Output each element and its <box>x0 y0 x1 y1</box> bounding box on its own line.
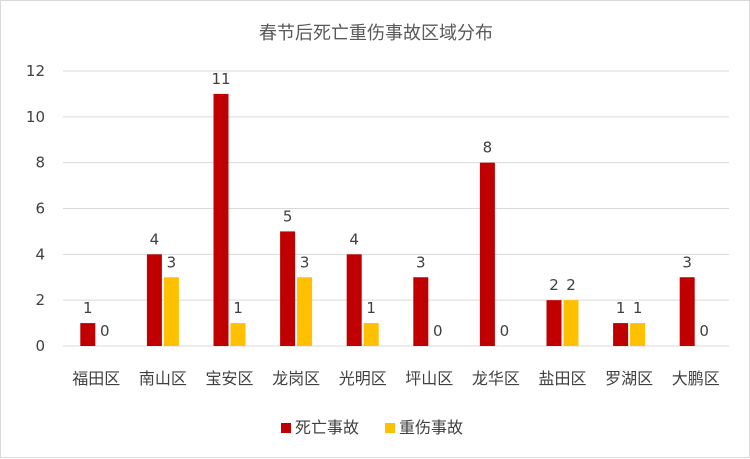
legend-swatch <box>281 423 291 433</box>
category-label: 南山区 <box>139 369 187 388</box>
category-label: 光明区 <box>339 369 387 388</box>
y-tick-label: 10 <box>26 108 45 126</box>
data-label: 11 <box>211 70 230 88</box>
legend-label: 重伤事故 <box>399 418 463 437</box>
data-label: 0 <box>500 322 510 340</box>
y-tick-label: 2 <box>35 291 45 309</box>
data-label: 0 <box>699 322 709 340</box>
y-axis-ticks: 0 2 4 6 8 10 12 <box>26 62 45 355</box>
data-label: 8 <box>483 139 493 157</box>
y-tick-label: 4 <box>35 245 45 263</box>
bar-injury <box>363 323 379 346</box>
chart-title: 春节后死亡重伤事故区域分布 <box>259 23 493 44</box>
data-label: 3 <box>416 253 426 271</box>
bar-fatal <box>479 162 495 346</box>
data-label: 4 <box>150 230 160 248</box>
category-label: 宝安区 <box>205 369 253 388</box>
bar-fatal <box>679 277 695 346</box>
data-label: 1 <box>616 299 626 317</box>
bar-fatal <box>346 254 362 346</box>
bar-injury <box>230 323 246 346</box>
data-label: 5 <box>283 207 293 225</box>
data-label: 3 <box>167 253 177 271</box>
data-label: 1 <box>233 299 243 317</box>
y-tick-label: 8 <box>35 154 45 172</box>
category-label: 福田区 <box>72 369 120 388</box>
category-label: 罗湖区 <box>605 369 653 388</box>
bar-injury <box>630 323 646 346</box>
y-tick-label: 0 <box>35 337 45 355</box>
y-tick-label: 6 <box>35 200 45 218</box>
bar-fatal <box>80 323 96 346</box>
bar-fatal <box>546 300 562 346</box>
data-label: 0 <box>100 322 110 340</box>
legend: 死亡事故 重伤事故 <box>281 418 463 437</box>
legend-swatch <box>385 423 395 433</box>
category-label: 龙岗区 <box>272 369 320 388</box>
category-label: 坪山区 <box>405 369 453 388</box>
legend-label: 死亡事故 <box>295 418 359 437</box>
category-label: 大鹏区 <box>672 369 720 388</box>
data-label: 3 <box>682 253 692 271</box>
data-label: 1 <box>83 299 93 317</box>
y-tick-label: 12 <box>26 62 45 80</box>
bar-injury <box>163 277 179 346</box>
x-axis-categories: 福田区 南山区 宝安区 龙岗区 光明区 坪山区 龙华区 盐田区 罗湖区 大鹏区 <box>72 369 719 388</box>
bar-injury <box>297 277 313 346</box>
data-label: 3 <box>300 253 310 271</box>
category-label: 盐田区 <box>538 369 586 388</box>
gridlines <box>63 70 729 347</box>
data-label: 2 <box>549 276 559 294</box>
bar-fatal <box>146 254 162 346</box>
bars <box>80 93 695 347</box>
data-label: 4 <box>349 230 359 248</box>
bar-fatal <box>413 277 429 346</box>
bar-fatal <box>613 323 629 346</box>
data-label: 1 <box>633 299 643 317</box>
data-label: 0 <box>433 322 443 340</box>
bar-fatal <box>213 93 229 347</box>
bar-injury <box>563 300 579 346</box>
data-label: 1 <box>366 299 376 317</box>
data-label: 2 <box>566 276 576 294</box>
bar-fatal <box>280 231 296 346</box>
category-label: 龙华区 <box>472 369 520 388</box>
